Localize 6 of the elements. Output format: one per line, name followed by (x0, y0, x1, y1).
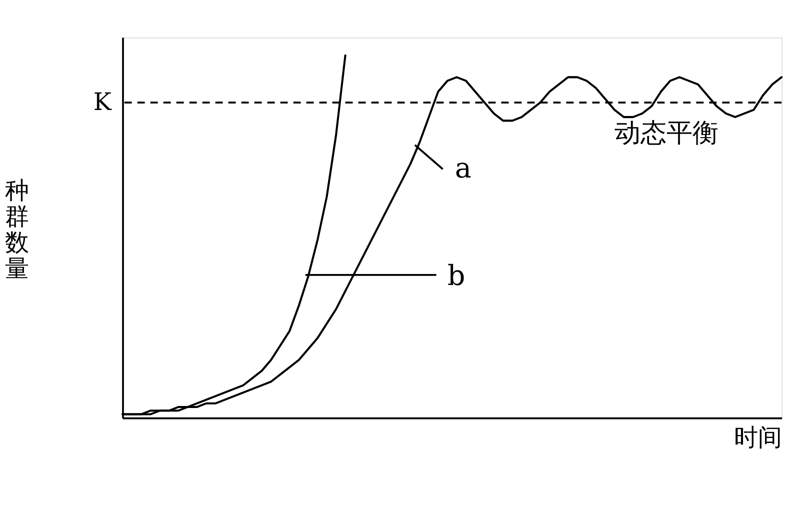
annotation: 动态平衡 (614, 118, 718, 148)
annotation: b (447, 259, 466, 292)
y-axis-title: 种群数量 (5, 176, 30, 282)
ref-line-label: K (93, 88, 112, 116)
x-axis-title: 时间 (734, 423, 782, 452)
annotation: a (454, 151, 472, 184)
